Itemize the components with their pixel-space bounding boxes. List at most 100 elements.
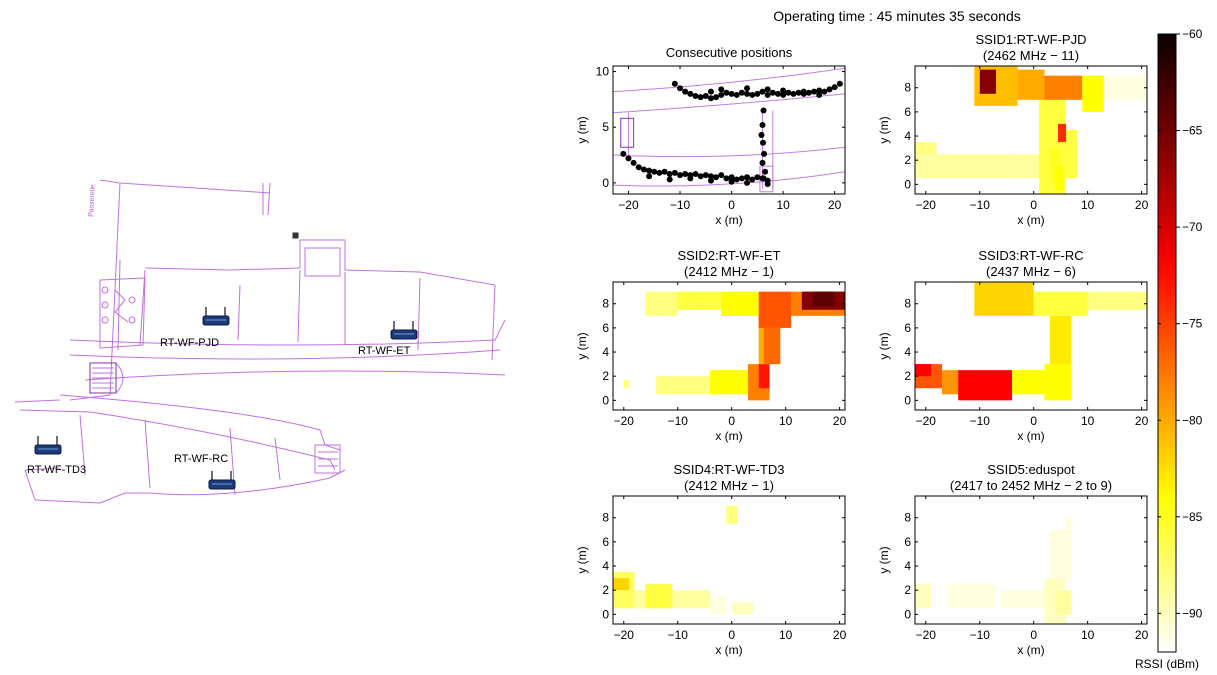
y-axis-label: y (m) [575,332,589,359]
y-tick-label: 6 [904,535,911,549]
rssi-cell [764,327,781,365]
rssi-cell [677,291,721,310]
position-point [718,91,725,98]
colorbar-tick-label: −65 [1182,124,1203,138]
x-axis-label: x (m) [715,643,742,657]
position-point [687,90,694,97]
position-point [754,174,761,181]
x-tick-label: −20 [916,198,937,212]
colorbar-label: RSSI (dBm) [1135,657,1199,671]
y-axis-label: y (m) [877,332,891,359]
floorplan-label-rc: RT-WF-RC [174,453,228,465]
plot-frame [612,65,846,195]
subplot-title: SSID2:RT-WF-ET [677,248,780,263]
y-tick-label: 4 [904,129,911,143]
y-tick-label: 0 [602,176,609,190]
position-point [760,139,767,146]
plot-frame [612,281,846,411]
position-point [785,89,792,96]
floorplan-drawing [14,179,506,504]
rssi-cell [1012,370,1045,395]
rssi-cell [1087,291,1147,310]
rssi-cell [645,584,673,609]
rssi-cell [613,578,630,591]
x-tick-label: 10 [779,414,793,428]
rssi-cell [915,154,1023,179]
position-point [816,91,823,98]
router-icon [34,436,62,455]
rssi-cell [915,142,937,155]
position-point [738,89,745,96]
figure-title: Operating time : 45 minutes 35 seconds [773,8,1020,24]
x-tick-label: 0 [728,198,735,212]
colorbar-tick-label: −85 [1182,510,1203,524]
rssi-cell [731,602,754,615]
y-tick-label: 6 [602,535,609,549]
position-point [640,166,647,173]
position-point [697,173,704,180]
position-point [774,90,781,97]
position-point [707,95,714,102]
plot-frame [914,281,1148,411]
y-tick-label: 2 [602,583,609,597]
subplot-subtitle: (2462 MHz − 11) [983,48,1079,63]
y-tick-label: 6 [904,105,911,119]
rssi-cell [1044,496,1067,530]
position-point [671,80,678,87]
position-point [754,90,761,97]
x-tick-label: 20 [833,628,847,642]
position-point [738,175,745,182]
subplot-title: SSID1:RT-WF-PJD [976,32,1087,47]
x-axis-label: x (m) [715,213,742,227]
x-tick-label: 0 [1030,628,1037,642]
y-tick-label: 8 [904,511,911,525]
plot-frame [612,495,846,625]
x-tick-label: −10 [970,198,991,212]
rssi-cell [645,291,678,316]
position-point [811,88,818,95]
rssi-cell [1044,364,1072,401]
position-point [692,93,699,100]
x-tick-label: 0 [1030,198,1037,212]
position-point [702,93,709,100]
position-point [646,173,653,180]
position-point [764,91,771,98]
x-tick-label: −10 [670,198,691,212]
rssi-cell [958,370,1013,401]
x-tick-label: 10 [779,628,793,642]
y-axis-label: y (m) [575,546,589,573]
router-icons [34,307,418,490]
y-tick-label: 8 [904,297,911,311]
rssi-cell [915,584,932,609]
position-point [661,168,668,175]
y-axis-label: y (m) [877,546,891,573]
y-tick-label: 0 [602,393,609,407]
subplot-subtitle: (2412 MHz − 1) [684,264,774,279]
rssi-cell [1055,590,1072,615]
y-tick-label: 0 [904,393,911,407]
position-point [733,91,740,98]
position-point [651,168,658,175]
position-point [831,84,838,91]
rssi-cell [1049,315,1072,365]
position-point [671,169,678,176]
x-tick-label: −10 [970,414,991,428]
position-point [682,170,689,177]
subplot-subtitle: (2417 to 2452 MHz − 2 to 9) [950,478,1112,493]
subplot-title: SSID3:RT-WF-RC [978,248,1083,263]
position-point [702,172,709,179]
y-axis-label: y (m) [575,116,589,143]
subplot-2: −20 −10 0 10 20 0 2 4 6 8 x (m) y (m) SSID1:RT-WF-PJ… [877,32,1149,227]
x-tick-label: 10 [1081,198,1095,212]
x-tick-label: −20 [916,628,937,642]
rssi-cell [968,505,1018,530]
rssi-cell [979,69,996,94]
y-tick-label: 8 [602,511,609,525]
rssi-cell [941,370,959,395]
x-axis-label: x (m) [1017,213,1044,227]
subplot-1: −20 −10 0 10 20 0 5 10 x (m) y (m) Consecutive pos… [575,45,846,227]
position-point [769,89,776,96]
position-point [760,107,767,114]
x-tick-label: −10 [668,414,689,428]
